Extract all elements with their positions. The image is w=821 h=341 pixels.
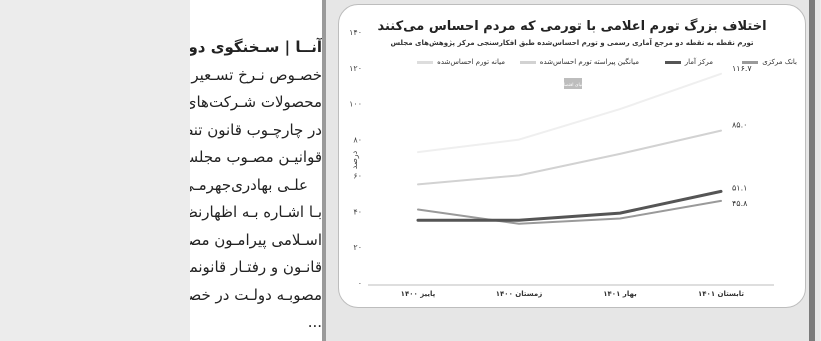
chart-title: اختلاف بزرگ تورم اعلامی با تورمی که مردم… xyxy=(377,19,767,34)
legend-swatch xyxy=(519,60,536,64)
y-axis-label: درصد xyxy=(350,150,359,169)
y-tick-label: ۱۲۰ xyxy=(349,64,362,73)
y-tick-label: ۶۰ xyxy=(353,171,362,180)
legend-swatch xyxy=(417,60,434,64)
x-tick-label: بهار ۱۴۰۱ xyxy=(603,290,637,298)
chart-frame: اختلاف بزرگ تورم اعلامی با تورمی که مردم… xyxy=(338,4,806,308)
article-line: اسـلامی پیرامـون مصوبـه ار xyxy=(190,230,322,249)
series-line-2 xyxy=(417,129,722,186)
legend-label: مرکز آمار xyxy=(684,58,713,66)
chart-panel: اختلاف بزرگ تورم اعلامی با تورمی که مردم… xyxy=(326,0,820,341)
logo-box xyxy=(564,78,582,89)
article-line: مصوبـه دولـت در خصـوص xyxy=(190,285,322,304)
y-tick-label: ۱۰۰ xyxy=(349,100,362,109)
logo-text: دنیای اقتصاد xyxy=(562,83,585,88)
y-tick-label: ۲۰ xyxy=(353,243,362,252)
legend-item-central-bank: بانک مرکزی xyxy=(742,58,797,66)
legend-item-statistics-center: مرکز آمار xyxy=(664,58,713,66)
chart-subtitle: تورم نقطه به نقطه دو مرجع آماری رسمی و ت… xyxy=(390,39,754,47)
article-line: قوانیـن مصـوب مجلس محت xyxy=(190,148,322,166)
x-tick-label: تابستان ۱۴۰۱ xyxy=(698,290,744,298)
article-line: در چارچـوب قانون تنظیـم ب xyxy=(190,120,322,139)
data-label: ۴۵.۸ xyxy=(732,199,748,208)
legend-item-trimmed-mean: میانگین پیراسته تورم احساس‌شده xyxy=(519,58,639,66)
legend-item-median: میانه تورم احساس‌شده xyxy=(417,58,505,66)
article-line: خصـوص نـرخ تسـعیر ارز ج xyxy=(190,65,322,84)
article-line: ... xyxy=(307,313,322,331)
data-label: ۱۱۶.۷ xyxy=(732,64,752,73)
legend-swatch xyxy=(742,60,759,64)
series-line-0 xyxy=(417,199,722,225)
series-line-3 xyxy=(417,72,722,154)
article-line: آنــا | سـخنگوی دولت xyxy=(190,38,322,56)
y-tick-label: ۱۴۰ xyxy=(349,28,362,37)
line-chart: ۰ ۲۰ ۴۰ ۶۰ ۸۰ ۱۰۰ ۱۲۰ ۱۴۰ درصد پاییز ۱۴۰۰ زمستان ۱… xyxy=(349,28,774,298)
article-line: محصولات شـرکت‌های پالایـ xyxy=(190,93,322,111)
series-line-1 xyxy=(416,189,723,222)
article-text-column: آنــا | سـخنگوی دولت خصـوص نـرخ تسـعیر ار… xyxy=(190,0,322,341)
data-label: ۵۱.۱ xyxy=(732,183,747,192)
x-tick-label: زمستان ۱۴۰۰ xyxy=(496,290,542,298)
legend-swatch xyxy=(664,60,681,64)
column-divider xyxy=(322,0,326,341)
right-divider xyxy=(809,0,815,341)
article-line: علـی بهادری‌جهرمـی سـخ xyxy=(190,175,308,194)
data-label: ۸۵.۰ xyxy=(732,121,747,130)
article-line: قانـون و رفتـار قانونمنـد از افت xyxy=(190,258,322,276)
x-tick-label: پاییز ۱۴۰۰ xyxy=(401,290,436,298)
legend-label: میانه تورم احساس‌شده xyxy=(437,58,505,66)
legend-label: میانگین پیراسته تورم احساس‌شده xyxy=(539,58,639,66)
y-tick-label: ۴۰ xyxy=(353,207,362,216)
y-tick-label: ۸۰ xyxy=(353,136,362,145)
legend-label: بانک مرکزی xyxy=(762,58,797,66)
article-line: بـا اشـاره بـه اظهارنظر هیئـت xyxy=(190,203,322,221)
y-tick-label: ۰ xyxy=(358,279,362,288)
